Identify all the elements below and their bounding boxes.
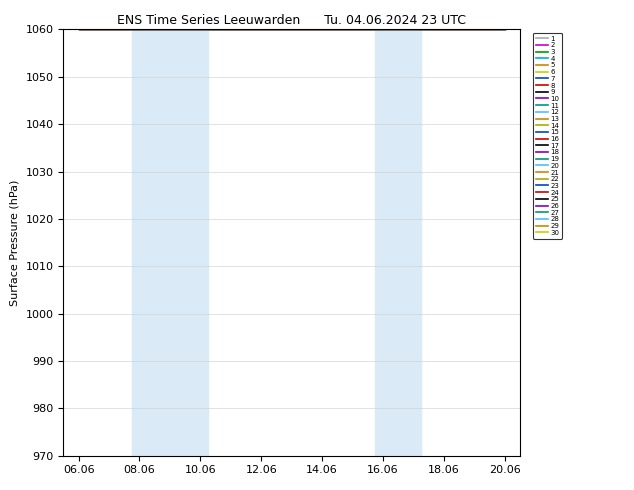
- Y-axis label: Surface Pressure (hPa): Surface Pressure (hPa): [10, 179, 20, 306]
- Title: ENS Time Series Leeuwarden      Tu. 04.06.2024 23 UTC: ENS Time Series Leeuwarden Tu. 04.06.202…: [117, 14, 466, 27]
- Bar: [132, 29, 208, 456]
- Legend: 1, 2, 3, 4, 5, 6, 7, 8, 9, 10, 11, 12, 13, 14, 15, 16, 17, 18, 19, 20, 21, 22, 2: 1, 2, 3, 4, 5, 6, 7, 8, 9, 10, 11, 12, 1…: [533, 33, 562, 239]
- Bar: [375, 29, 421, 456]
